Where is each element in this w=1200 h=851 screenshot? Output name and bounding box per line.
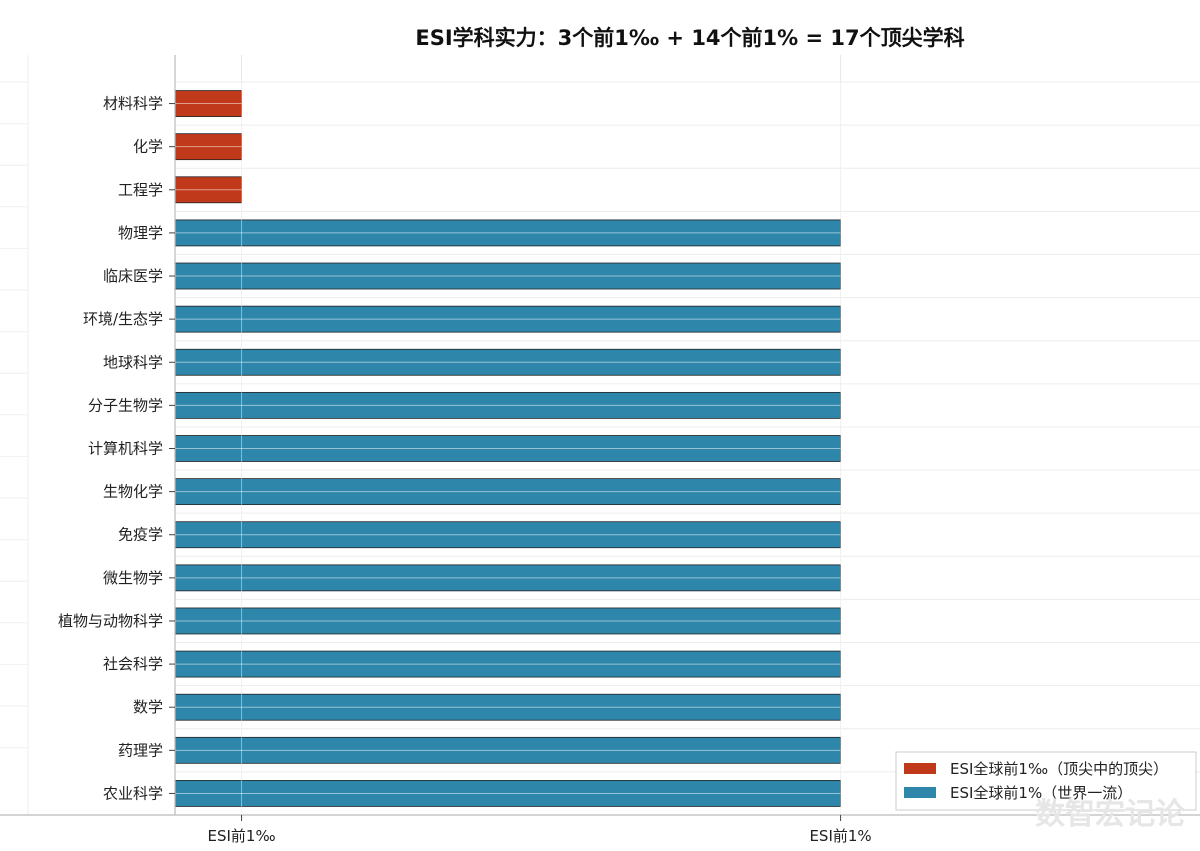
y-tick-label: 材料科学	[103, 95, 163, 113]
y-tick-label: 生物化学	[103, 483, 163, 501]
legend: ESI全球前1‰（顶尖中的顶尖） ESI全球前1%（世界一流）	[895, 751, 1197, 811]
y-tick-label: 微生物学	[103, 569, 163, 587]
watermark: 数智宏记论	[1035, 797, 1186, 832]
y-tick-label: 临床医学	[103, 267, 163, 285]
y-tick-label: 免疫学	[118, 526, 163, 544]
legend-label-top-permille: ESI全球前1‰（顶尖中的顶尖）	[950, 760, 1168, 778]
y-tick-label: 工程学	[118, 181, 163, 199]
y-tick-label: 植物与动物科学	[58, 612, 163, 630]
legend-label-top-percent: ESI全球前1%（世界一流）	[950, 784, 1132, 802]
grid-lines	[0, 55, 1200, 816]
legend-swatch-top-percent	[904, 787, 936, 798]
y-tick-label: 计算机科学	[88, 440, 163, 458]
y-tick-label: 药理学	[118, 741, 163, 759]
x-tick-label: ESI前1‰	[208, 827, 276, 845]
y-tick-label: 农业科学	[103, 784, 163, 802]
bars	[174, 82, 842, 815]
x-tick-label: ESI前1%	[809, 827, 871, 845]
chart-title: ESI学科实力：3个前1‰ + 14个前1% = 17个顶尖学科	[415, 26, 964, 50]
y-tick-label: 地球科学	[103, 353, 163, 371]
axes: 材料科学化学工程学物理学临床医学环境/生态学地球科学分子生物学计算机科学生物化学…	[0, 55, 1200, 845]
y-tick-label: 环境/生态学	[83, 310, 163, 328]
y-tick-label: 数学	[133, 698, 163, 716]
y-tick-label: 社会科学	[103, 655, 163, 673]
y-tick-label: 物理学	[118, 224, 163, 242]
y-tick-label: 分子生物学	[88, 396, 163, 414]
legend-frame	[895, 751, 1197, 811]
y-tick-label: 化学	[133, 138, 163, 156]
legend-swatch-top-permille	[904, 763, 936, 774]
